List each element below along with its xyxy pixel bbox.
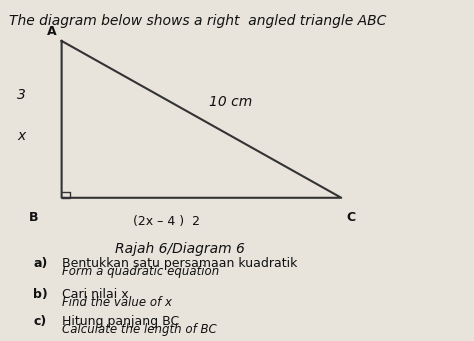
Text: Calculate the length of BC: Calculate the length of BC — [62, 323, 216, 336]
Text: C: C — [346, 211, 355, 224]
Text: 3: 3 — [17, 88, 26, 103]
Text: A: A — [47, 25, 57, 38]
Text: The diagram below shows a right  angled triangle ABC: The diagram below shows a right angled t… — [9, 14, 387, 28]
Text: b): b) — [33, 288, 48, 301]
Text: B: B — [28, 211, 38, 224]
Text: Form a quadratic equation: Form a quadratic equation — [62, 265, 219, 278]
Text: (2x – 4 )  2: (2x – 4 ) 2 — [133, 215, 200, 228]
Text: Find the value of x: Find the value of x — [62, 296, 172, 309]
Text: Hitung panjang BC: Hitung panjang BC — [62, 315, 179, 328]
Text: x: x — [17, 129, 26, 144]
Text: 10 cm: 10 cm — [209, 95, 252, 109]
Text: Cari nilai x: Cari nilai x — [62, 288, 128, 301]
Text: c): c) — [33, 315, 46, 328]
Text: Bentukkan satu persamaan kuadratik: Bentukkan satu persamaan kuadratik — [62, 257, 297, 270]
Text: a): a) — [33, 257, 47, 270]
Text: Rajah 6/Diagram 6: Rajah 6/Diagram 6 — [115, 242, 245, 256]
